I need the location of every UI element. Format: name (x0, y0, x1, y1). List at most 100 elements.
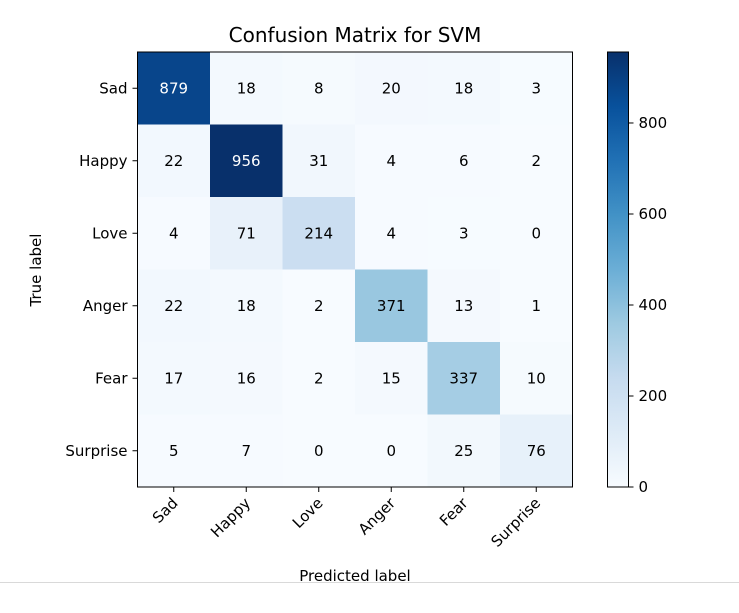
y-tick-label: Anger (83, 297, 129, 315)
y-tick-label: Surprise (65, 442, 127, 460)
cell-value: 22 (164, 297, 183, 315)
cell-value: 22 (164, 152, 183, 170)
y-axis-ticks: Sad Happy Love Anger Fear Surprise (65, 79, 138, 460)
plot-frame (137, 51, 573, 488)
heatmap-cell (500, 269, 573, 343)
cell-value: 18 (237, 79, 256, 97)
cell-value: 71 (237, 224, 256, 242)
x-axis-label: Predicted label (299, 567, 410, 585)
cell-value-labels: 879 18 8 20 18 322 956 31 4 6 24 71 214 4 3 022 18 2 371 13… (159, 79, 545, 460)
heatmap-cell (355, 342, 428, 415)
heatmap-cell (427, 52, 501, 125)
colorbar-tick-label: 400 (639, 296, 668, 314)
cell-value: 214 (304, 224, 333, 242)
cell-value: 10 (527, 369, 546, 387)
heatmap-cells (137, 52, 573, 488)
cell-value: 15 (382, 369, 401, 387)
cell-value: 7 (241, 442, 251, 460)
heatmap-cell (282, 52, 356, 125)
x-tick-label: Sad (149, 494, 182, 527)
cell-value: 2 (314, 369, 324, 387)
y-tick-label: Happy (79, 152, 128, 170)
cell-value: 4 (169, 224, 179, 242)
colorbar-tick-label: 800 (639, 114, 668, 132)
heatmap-cell (137, 269, 211, 343)
heatmap-cell (210, 269, 283, 343)
heatmap-cell (137, 124, 211, 198)
heatmap-cell (137, 342, 211, 415)
heatmap-cell (282, 414, 356, 488)
heatmap-cell (500, 124, 573, 198)
y-tick-label: Fear (95, 369, 128, 387)
cell-value: 3 (531, 79, 541, 97)
x-tick-label: Anger (355, 494, 400, 539)
cell-value: 2 (531, 152, 541, 170)
heatmap-cell (500, 197, 573, 270)
heatmap-cell (210, 124, 283, 198)
cell-value: 3 (459, 224, 469, 242)
heatmap-cell (500, 52, 573, 125)
colorbar-tick-label: 200 (639, 387, 668, 405)
cell-value: 0 (531, 224, 541, 242)
heatmap-cell (427, 124, 501, 198)
heatmap-cell (282, 197, 356, 270)
y-tick-label: Sad (99, 79, 127, 97)
heatmap-cell (355, 269, 428, 343)
colorbar-tick-label: 600 (639, 205, 668, 223)
colorbar-tick-label: 0 (639, 478, 649, 496)
x-tick-label: Happy (207, 494, 254, 541)
cell-value: 31 (309, 152, 328, 170)
cell-value: 76 (527, 442, 546, 460)
x-axis-ticks: Sad Happy Love Anger Fear Surprise (149, 487, 544, 551)
cell-value: 879 (159, 79, 188, 97)
cell-value: 18 (454, 79, 473, 97)
colorbar (607, 51, 629, 488)
cell-value: 4 (386, 224, 396, 242)
cell-value: 16 (237, 369, 256, 387)
cell-value: 18 (237, 297, 256, 315)
heatmap-cell (500, 342, 573, 415)
heatmap-cell (500, 414, 573, 488)
heatmap-cell (427, 269, 501, 343)
cell-value: 20 (382, 79, 401, 97)
cell-value: 5 (169, 442, 179, 460)
heatmap-cell (355, 124, 428, 198)
heatmap-cell (355, 197, 428, 270)
heatmap-cell (427, 342, 501, 415)
cell-value: 8 (314, 79, 324, 97)
cell-value: 6 (459, 152, 469, 170)
heatmap-cell (427, 414, 501, 488)
heatmap-cell (427, 197, 501, 270)
cell-value: 956 (232, 152, 261, 170)
cell-value: 371 (377, 297, 406, 315)
heatmap-cell (210, 342, 283, 415)
heatmap-cell (282, 342, 356, 415)
heatmap-cell (355, 414, 428, 488)
x-tick-label: Surprise (487, 494, 544, 551)
page-divider (0, 582, 739, 583)
y-tick-label: Love (92, 224, 127, 242)
y-axis-label: True label (27, 234, 45, 308)
cell-value: 4 (386, 152, 396, 170)
heatmap-cell (210, 52, 283, 125)
cell-value: 25 (454, 442, 473, 460)
chart-title: Confusion Matrix for SVM (229, 23, 482, 47)
cell-value: 337 (449, 369, 478, 387)
x-tick-label: Love (289, 494, 327, 532)
cell-value: 0 (314, 442, 324, 460)
heatmap-cell (137, 52, 211, 125)
heatmap-cell (282, 269, 356, 343)
cell-value: 2 (314, 297, 324, 315)
colorbar-ticks: 0 200 400 600 800 (628, 114, 668, 496)
cell-value: 17 (164, 369, 183, 387)
heatmap-cell (355, 52, 428, 125)
x-tick-label: Fear (436, 494, 472, 530)
cell-value: 0 (386, 442, 396, 460)
heatmap-cell (210, 197, 283, 270)
heatmap-cell (210, 414, 283, 488)
cell-value: 1 (531, 297, 541, 315)
cell-value: 13 (454, 297, 473, 315)
heatmap-cell (137, 414, 211, 488)
heatmap-cell (282, 124, 356, 198)
